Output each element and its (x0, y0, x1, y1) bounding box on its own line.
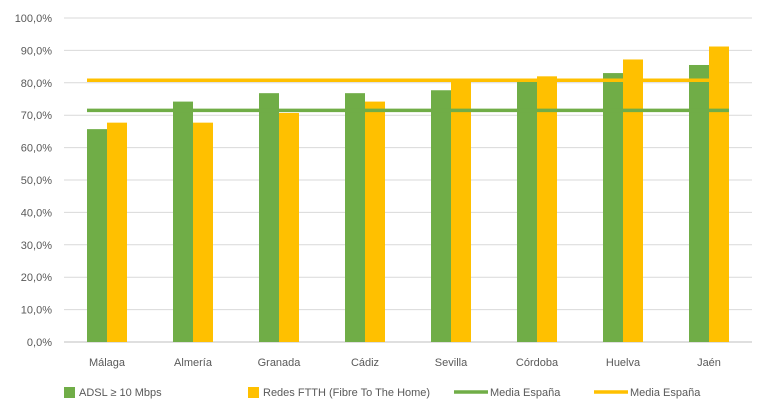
y-tick-label: 60,0% (21, 143, 52, 155)
y-tick-label: 50,0% (21, 175, 52, 187)
bar-adsl (259, 93, 279, 342)
y-tick-label: 20,0% (21, 272, 52, 284)
y-tick-label: 100,0% (15, 13, 53, 25)
legend-label: Redes FTTH (Fibre To The Home) (263, 387, 430, 399)
y-axis-tick-labels: 0,0% 10,0% 20,0% 30,0% 40,0% 50,0% 60,0% 70,0% 8… (15, 13, 53, 349)
legend-swatch (64, 387, 75, 398)
bar-ftth (365, 101, 385, 342)
bar-adsl (173, 101, 193, 342)
reference-lines (87, 78, 729, 113)
x-tick-label: Almería (174, 357, 213, 369)
bar-ftth (451, 81, 471, 342)
x-tick-label: Málaga (89, 357, 126, 369)
legend-item-ftth: Redes FTTH (Fibre To The Home) (248, 387, 430, 399)
x-tick-label: Sevilla (435, 357, 468, 369)
bar-ftth (709, 46, 729, 343)
x-tick-label: Huelva (606, 357, 641, 369)
bar-ftth (279, 112, 299, 342)
legend-item-adsl: ADSL ≥ 10 Mbps (64, 387, 162, 399)
legend-swatch (248, 387, 259, 398)
legend-label: ADSL ≥ 10 Mbps (79, 387, 162, 399)
bar-adsl (87, 129, 107, 342)
legend-label: Media España (630, 387, 701, 399)
legend-item-media-ftth: Media España (594, 387, 701, 399)
gridlines (64, 17, 752, 343)
bar-adsl (689, 64, 709, 342)
y-tick-label: 70,0% (21, 110, 52, 122)
x-tick-label: Córdoba (516, 357, 559, 369)
bar-ftth (193, 122, 213, 342)
y-tick-label: 0,0% (27, 337, 52, 349)
x-tick-label: Granada (258, 357, 302, 369)
bar-adsl (345, 93, 365, 342)
y-tick-label: 10,0% (21, 305, 52, 317)
bar-ftth (623, 59, 643, 343)
bar-adsl (603, 73, 623, 342)
y-tick-label: 90,0% (21, 45, 52, 57)
x-tick-label: Jaén (697, 357, 721, 369)
bar-ftth (107, 122, 127, 342)
bar-adsl (431, 90, 451, 342)
x-tick-label: Cádiz (351, 357, 379, 369)
legend-item-media-adsl: Media España (454, 387, 561, 399)
legend-label: Media España (490, 387, 561, 399)
y-tick-label: 40,0% (21, 207, 52, 219)
x-axis-tick-labels: Málaga Almería Granada Cádiz Sevilla Córdoba H… (89, 357, 721, 369)
legend: ADSL ≥ 10 Mbps Redes FTTH (Fibre To The H… (64, 387, 701, 399)
y-tick-label: 80,0% (21, 78, 52, 90)
bar-adsl (517, 81, 537, 342)
bars (87, 46, 729, 343)
bar-ftth (537, 76, 557, 342)
y-tick-label: 30,0% (21, 240, 52, 252)
